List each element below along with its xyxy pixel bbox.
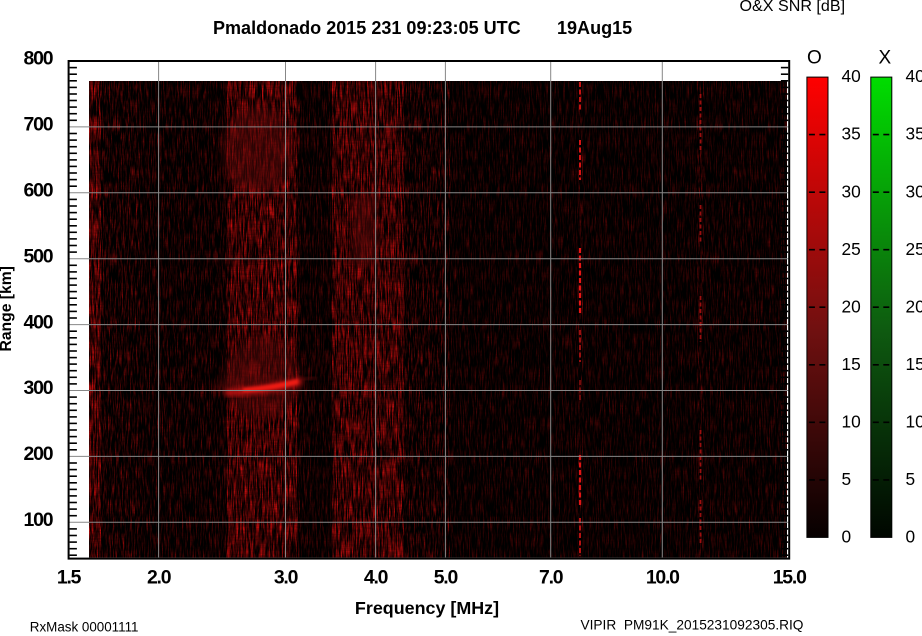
svg-text:Frequency [MHz]: Frequency [MHz] [355,598,499,618]
svg-text:30: 30 [842,181,861,201]
svg-text:40: 40 [906,66,922,86]
svg-text:35: 35 [906,124,922,144]
svg-text:5: 5 [842,469,852,489]
svg-text:15: 15 [906,354,922,374]
svg-text:200: 200 [24,443,53,465]
svg-text:100: 100 [24,509,53,531]
svg-text:10: 10 [906,411,922,431]
svg-text:5.0: 5.0 [434,567,458,589]
svg-text:4.0: 4.0 [364,567,388,589]
svg-text:400: 400 [24,311,53,333]
svg-text:O&X SNR [dB]: O&X SNR [dB] [740,0,846,15]
svg-text:1.5: 1.5 [57,567,82,589]
svg-text:7.0: 7.0 [539,567,563,589]
svg-text:20: 20 [842,296,861,316]
svg-text:800: 800 [24,48,53,70]
svg-text:600: 600 [24,180,53,202]
svg-text:19Aug15: 19Aug15 [557,18,632,38]
svg-text:500: 500 [24,245,53,267]
svg-text:40: 40 [842,66,861,86]
svg-text:2.0: 2.0 [147,567,171,589]
svg-text:0: 0 [906,527,916,547]
svg-text:3.0: 3.0 [274,567,298,589]
svg-text:X: X [878,48,891,69]
svg-text:15.0: 15.0 [773,567,806,589]
svg-text:VIPIR PM91K_2015231092305.RIQ: VIPIR PM91K_2015231092305.RIQ [581,617,804,632]
svg-text:25: 25 [842,239,861,259]
svg-text:35: 35 [842,124,861,144]
svg-text:20: 20 [906,296,922,316]
svg-text:10: 10 [842,411,861,431]
svg-text:Range [km]: Range [km] [0,266,15,351]
svg-text:RxMask 00001111: RxMask 00001111 [30,619,139,634]
svg-text:300: 300 [24,377,53,399]
svg-text:O: O [807,48,822,69]
svg-text:0: 0 [842,527,852,547]
svg-text:Pmaldonado 2015 231 09:23:05 U: Pmaldonado 2015 231 09:23:05 UTC [213,18,521,38]
svg-text:30: 30 [906,181,922,201]
svg-text:25: 25 [906,239,922,259]
svg-text:700: 700 [24,114,53,136]
svg-text:10.0: 10.0 [646,567,679,589]
svg-text:15: 15 [842,354,861,374]
svg-text:5: 5 [906,469,916,489]
